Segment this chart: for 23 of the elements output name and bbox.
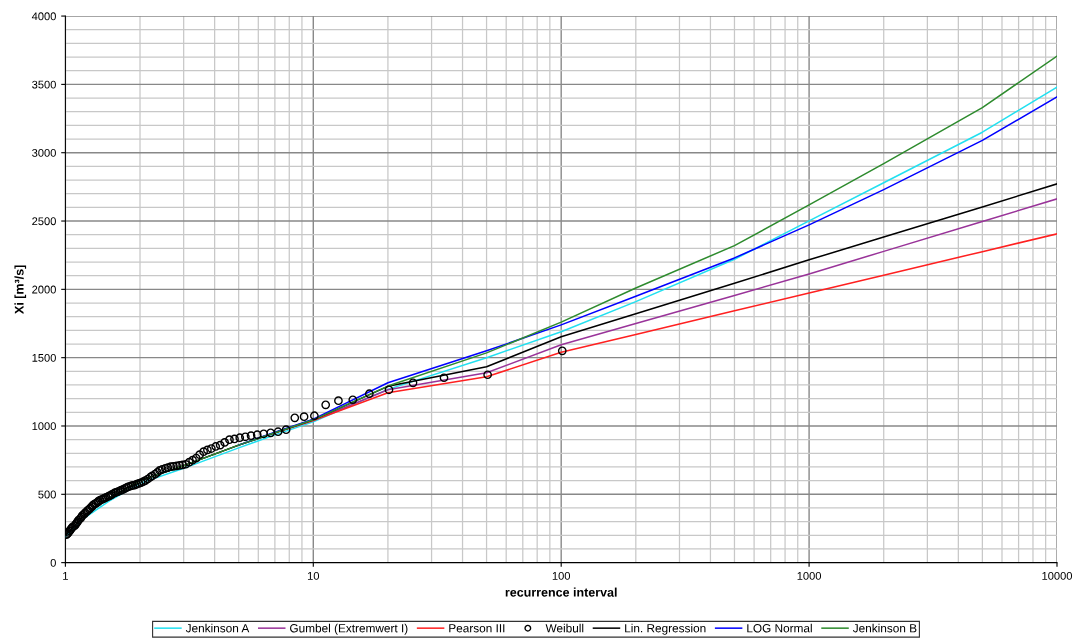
legend-label: Jenkinson A (185, 623, 250, 633)
legend-label: LOG Normal (747, 623, 812, 633)
legend-label: Jenkinson B (852, 623, 917, 633)
y-tick-label: 1000 (32, 422, 56, 431)
x-tick-label: 10 (307, 571, 320, 580)
x-tick-label: 100 (552, 571, 571, 580)
legend-label: Pearson III (449, 624, 505, 633)
y-tick-label: 1500 (32, 353, 56, 362)
x-axis-title: recurrence interval (505, 587, 617, 597)
legend-label: Gumbel (Extremwert I) (290, 623, 408, 635)
y-tick-label: 500 (38, 490, 56, 499)
y-tick-label: 3500 (32, 80, 56, 89)
legend-label: Lin. Regression (625, 623, 706, 635)
y-tick-label: 2000 (32, 285, 56, 294)
legend-label: Weibull (545, 623, 584, 633)
x-tick-label: 1 (63, 572, 68, 580)
y-axis-title: Xi [m³/s] (14, 265, 27, 314)
y-tick-label: 0 (50, 558, 56, 567)
x-tick-label: 10000 (1042, 571, 1072, 580)
y-tick-label: 4000 (31, 12, 56, 21)
y-tick-label: 3000 (32, 148, 56, 157)
y-tick-label: 2500 (32, 217, 56, 226)
x-tick-label: 1000 (797, 571, 822, 580)
